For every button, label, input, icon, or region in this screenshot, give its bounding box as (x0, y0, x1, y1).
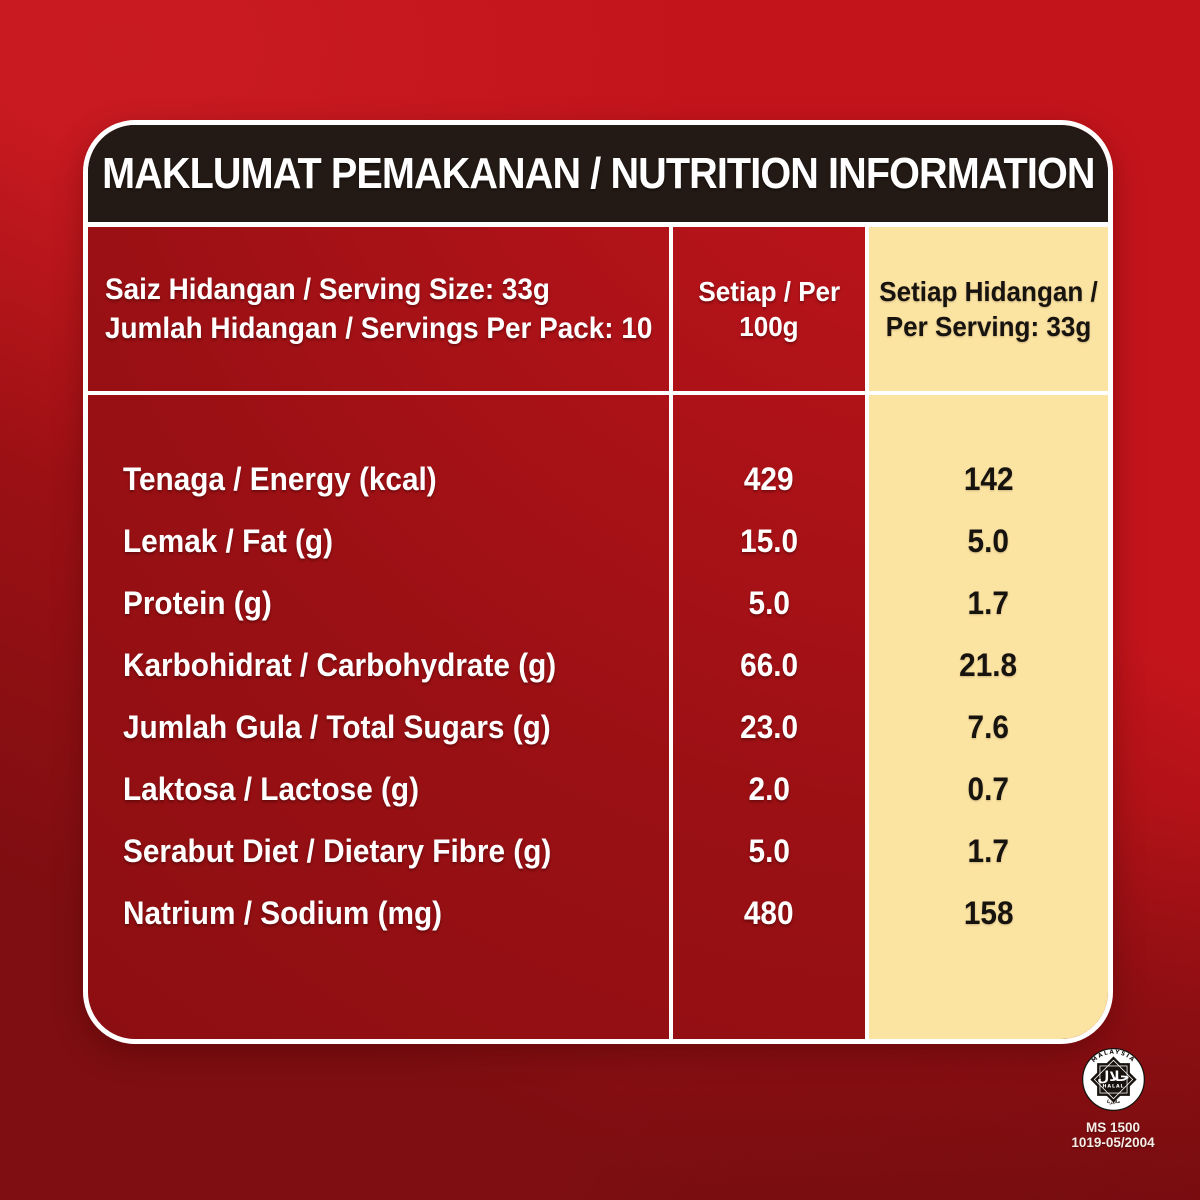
per-serving-header-line1: Setiap Hidangan / (879, 276, 1098, 307)
nutrient-label: Lemak / Fat (g) (123, 522, 334, 559)
table-cell-per-serving: 7.6 (869, 696, 1108, 758)
halal-standard-code: MS 1500 (1085, 1120, 1141, 1135)
panel-title: MAKLUMAT PEMAKANAN / NUTRITION INFORMATI… (101, 148, 1095, 198)
per-serving-header-cell: Setiap Hidangan / Per Serving: 33g (869, 227, 1108, 395)
per-100g-value-rows: 429 15.0 5.0 66.0 23.0 2.0 5.0 480 (673, 395, 865, 944)
nutrient-label: Natrium / Sodium (mg) (123, 894, 443, 931)
serving-size-text: Saiz Hidangan / Serving Size: 33g (105, 273, 550, 306)
halal-certification: MALAYSIA ماليزيا حلال HALAL MS 1500 1019… (1040, 1048, 1186, 1150)
nutrient-label: Jumlah Gula / Total Sugars (g) (123, 708, 551, 745)
halal-cert-number: 1019-05/2004 (1071, 1135, 1155, 1150)
nutrient-label: Karbohidrat / Carbohydrate (g) (123, 646, 557, 683)
table-cell-per-100g: 429 (673, 448, 865, 510)
value-per-serving: 142 (963, 460, 1014, 497)
table-row-label: Protein (g) (88, 572, 669, 634)
table-row-label: Tenaga / Energy (kcal) (88, 448, 669, 510)
per-100g-header-cell: Setiap / Per 100g (673, 227, 865, 395)
table-row-label: Lemak / Fat (g) (88, 510, 669, 572)
value-per-serving: 5.0 (967, 522, 1010, 559)
table-cell-per-100g: 15.0 (673, 510, 865, 572)
table-cell-per-100g: 66.0 (673, 634, 865, 696)
nutrition-table: Saiz Hidangan / Serving Size: 33g Jumlah… (88, 227, 1108, 1039)
halal-arabic-text: حلال (1097, 1069, 1130, 1085)
table-row-label: Jumlah Gula / Total Sugars (g) (88, 696, 669, 758)
value-per-serving: 7.6 (967, 708, 1010, 745)
table-cell-per-serving: 21.8 (869, 634, 1108, 696)
table-cell-per-100g: 23.0 (673, 696, 865, 758)
value-per-100g: 5.0 (748, 832, 790, 869)
value-per-serving: 21.8 (959, 646, 1018, 683)
table-row-label: Serabut Diet / Dietary Fibre (g) (88, 820, 669, 882)
nutrient-label: Serabut Diet / Dietary Fibre (g) (123, 832, 552, 869)
nutrient-label: Protein (g) (123, 584, 272, 621)
serving-info-cell: Saiz Hidangan / Serving Size: 33g Jumlah… (88, 227, 669, 395)
table-cell-per-100g: 480 (673, 882, 865, 944)
column-per-serving: Setiap Hidangan / Per Serving: 33g 142 5… (865, 227, 1108, 1039)
nutrient-label: Laktosa / Lactose (g) (123, 770, 420, 807)
table-cell-per-serving: 1.7 (869, 572, 1108, 634)
nutrition-facts-panel: MAKLUMAT PEMAKANAN / NUTRITION INFORMATI… (83, 120, 1113, 1044)
value-per-100g: 5.0 (748, 584, 790, 621)
value-per-serving: 158 (963, 894, 1014, 931)
table-cell-per-100g: 5.0 (673, 572, 865, 634)
eight-point-star-icon (1089, 1056, 1137, 1103)
table-cell-per-serving: 142 (869, 448, 1108, 510)
value-per-100g: 429 (744, 460, 794, 497)
table-cell-per-serving: 5.0 (869, 510, 1108, 572)
value-per-100g: 15.0 (740, 522, 798, 559)
value-per-100g: 66.0 (740, 646, 798, 683)
table-cell-per-serving: 1.7 (869, 820, 1108, 882)
table-row-label: Karbohidrat / Carbohydrate (g) (88, 634, 669, 696)
per-100g-header-line1: Setiap / Per (698, 276, 840, 307)
panel-title-bar: MAKLUMAT PEMAKANAN / NUTRITION INFORMATI… (88, 125, 1108, 227)
value-per-100g: 2.0 (748, 770, 790, 807)
table-cell-per-100g: 2.0 (673, 758, 865, 820)
table-cell-per-serving: 158 (869, 882, 1108, 944)
halal-latin-text: HALAL (1102, 1084, 1124, 1090)
servings-per-pack-text: Jumlah Hidangan / Servings Per Pack: 10 (105, 312, 653, 345)
value-per-serving: 1.7 (967, 832, 1010, 869)
table-cell-per-serving: 0.7 (869, 758, 1108, 820)
halal-malaysia-logo-icon: MALAYSIA ماليزيا حلال HALAL (1081, 1048, 1145, 1111)
value-per-100g: 480 (744, 894, 794, 931)
table-row-label: Natrium / Sodium (mg) (88, 882, 669, 944)
nutrient-label: Tenaga / Energy (kcal) (123, 460, 437, 497)
table-cell-per-100g: 5.0 (673, 820, 865, 882)
per-100g-header-line2: 100g (739, 311, 799, 342)
nutrient-label-rows: Tenaga / Energy (kcal) Lemak / Fat (g) P… (88, 395, 669, 944)
column-per-100g: Setiap / Per 100g 429 15.0 5.0 66.0 23.0… (669, 227, 865, 1039)
value-per-serving: 1.7 (967, 584, 1010, 621)
value-per-serving: 0.7 (967, 770, 1010, 807)
column-nutrient-labels: Saiz Hidangan / Serving Size: 33g Jumlah… (88, 227, 669, 1039)
halal-cert-numbers: MS 1500 1019-05/2004 (1040, 1120, 1186, 1150)
per-serving-value-rows: 142 5.0 1.7 21.8 7.6 0.7 1.7 158 (869, 395, 1108, 944)
per-serving-header-line2: Per Serving: 33g (885, 311, 1092, 342)
table-row-label: Laktosa / Lactose (g) (88, 758, 669, 820)
value-per-100g: 23.0 (740, 708, 798, 745)
